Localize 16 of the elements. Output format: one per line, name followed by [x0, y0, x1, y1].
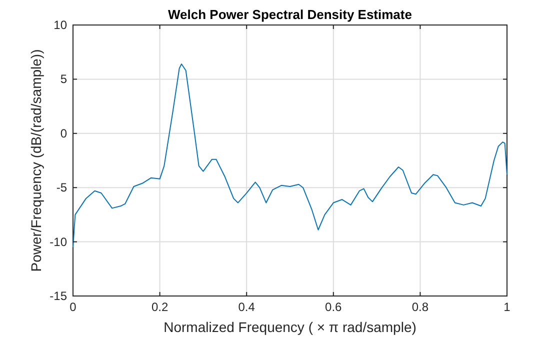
- y-tick-label: 10: [54, 18, 68, 32]
- y-tick-label: 0: [60, 126, 68, 140]
- x-tick-label: 0.8: [412, 300, 429, 314]
- x-tick-label: 0: [70, 300, 77, 314]
- y-tick-label: -10: [50, 234, 68, 249]
- y-axis-title: Power/Frequency (dB/(rad/sample)): [28, 49, 44, 272]
- y-tick-label: -15: [50, 289, 68, 303]
- x-tick-label: 0.4: [238, 300, 256, 314]
- x-tick-label: 1: [504, 300, 511, 314]
- y-tick-label: 5: [60, 72, 68, 86]
- line-series: [72, 64, 508, 248]
- chart-title: Welch Power Spectral Density Estimate: [168, 7, 412, 22]
- x-tick-label: 0.6: [325, 300, 342, 314]
- x-tick-label: 0.2: [151, 300, 168, 314]
- y-tick-label: -5: [56, 180, 68, 195]
- x-axis-title: Normalized Frequency ( × π rad/sample): [164, 319, 416, 335]
